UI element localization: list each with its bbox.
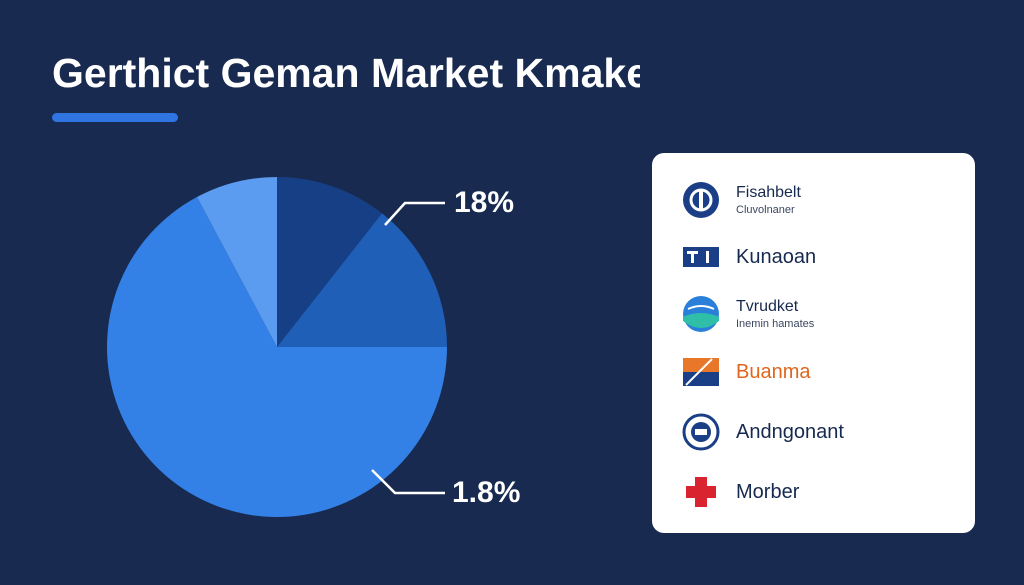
logo: [683, 358, 719, 386]
legend-item: Morber: [682, 473, 799, 511]
annotation: 1.8%: [452, 476, 520, 509]
legend-label: Morber: [736, 480, 800, 503]
logo: [683, 182, 719, 218]
chart-title: Gerthict Geman Market Kmakes: [52, 50, 640, 96]
leader-line: [371, 469, 445, 495]
pie: [106, 177, 447, 517]
logo: [683, 247, 719, 267]
legend-item: Fisahbelt Cluvolnaner: [682, 181, 801, 219]
title-underline: [52, 113, 178, 122]
legend-label: Fisahbelt: [736, 184, 801, 201]
legend-item: Andngonant: [682, 413, 844, 451]
logo: [686, 477, 716, 507]
legend: Fisahbelt Cluvolnaner Kunaoan Tvrudket Ine…: [652, 153, 975, 533]
legend-label: Buanma: [736, 360, 811, 383]
legend-label: Andngonant: [736, 420, 844, 443]
pie-slice: [106, 197, 447, 517]
legend-item: Buanma: [682, 353, 811, 391]
annotation: 18%: [454, 186, 514, 219]
legend-item: Kunaoan: [682, 238, 816, 276]
leader-line: [384, 201, 445, 226]
logo: [682, 413, 720, 451]
legend-sublabel: Inemin hamates: [736, 318, 815, 330]
legend-label: Kunaoan: [736, 245, 817, 268]
legend-item: Tvrudket Inemin hamates: [682, 295, 814, 333]
pie-slice: [277, 213, 447, 347]
logo: [683, 296, 719, 332]
pie-slice: [196, 177, 277, 347]
legend-sublabel: Cluvolnaner: [736, 204, 795, 216]
chart: Gerthict Geman Market Kmakes 18% 1.8%: [52, 50, 640, 517]
legend-label: Tvrudket: [736, 298, 799, 315]
pie-slice: [277, 177, 383, 347]
